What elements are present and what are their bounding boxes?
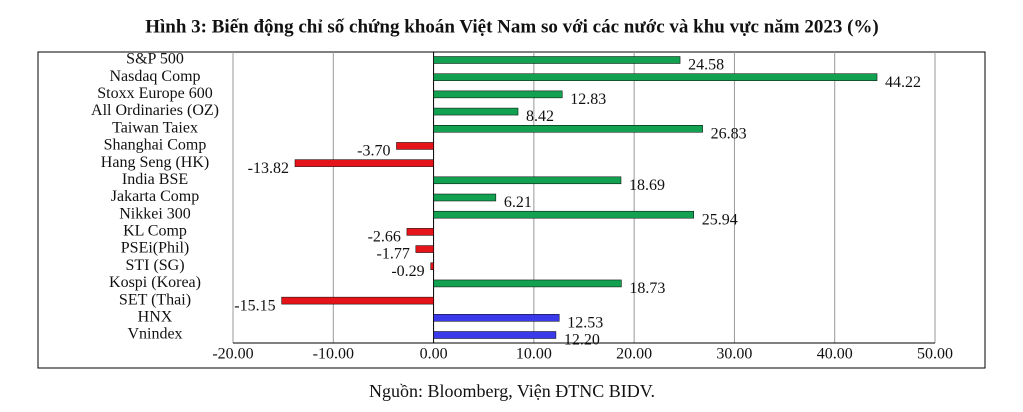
y-tick-label: Vnindex: [127, 326, 182, 343]
y-tick-label: Jakarta Comp: [111, 188, 199, 205]
value-label: 12.20: [564, 332, 600, 349]
value-label: 24.58: [688, 57, 724, 74]
y-tick-label: Nasdaq Comp: [109, 68, 200, 85]
bar: [396, 142, 434, 150]
chart-title: Hình 3: Biến động chỉ số chứng khoán Việ…: [145, 16, 879, 37]
source-note: Nguồn: Bloomberg, Viện ĐTNC BIDV.: [369, 381, 655, 401]
x-tick-label: 30.00: [716, 346, 752, 363]
y-tick-label: India BSE: [122, 171, 188, 188]
y-tick-label: PSEi(Phil): [121, 240, 189, 257]
bar: [433, 56, 681, 64]
x-tick-label: 40.00: [817, 346, 853, 363]
value-label: 8.42: [526, 108, 554, 125]
bar: [415, 245, 434, 253]
bar: [433, 90, 563, 99]
value-label: 12.83: [570, 91, 606, 108]
bar: [433, 331, 557, 339]
value-label: 26.83: [711, 125, 747, 142]
y-tick-label: S&P 500: [126, 51, 184, 68]
bar: [406, 228, 434, 236]
value-label: -15.15: [234, 297, 275, 314]
x-tick-label: -10.00: [313, 346, 354, 363]
y-tick-label: Shanghai Comp: [104, 137, 207, 154]
bar: [433, 193, 497, 202]
y-tick-label: Taiwan Taiex: [112, 119, 198, 136]
bar: [433, 125, 703, 133]
x-tick-label: -20.00: [212, 346, 253, 363]
value-label: 18.73: [629, 280, 665, 297]
y-tick-label: All Ordinaries (OZ): [91, 102, 219, 119]
bar: [430, 262, 434, 270]
value-label: 12.53: [567, 314, 603, 331]
value-label: -0.29: [391, 263, 424, 280]
bar: [433, 210, 694, 219]
bar: [433, 73, 878, 81]
bar: [433, 107, 519, 116]
bar: [281, 296, 434, 305]
value-label: -13.82: [248, 160, 289, 177]
bar: [433, 314, 560, 322]
y-tick-label: Hang Seng (HK): [101, 154, 209, 171]
chart-frame: [37, 51, 986, 369]
y-tick-label: Nikkei 300: [119, 205, 191, 222]
y-tick-label: HNX: [138, 308, 173, 325]
value-label: 18.69: [629, 177, 665, 194]
y-tick-label: SET (Thai): [119, 291, 191, 308]
x-tick-label: 20.00: [616, 346, 652, 363]
value-label: 6.21: [504, 194, 532, 211]
bar: [433, 279, 622, 288]
x-tick-label: 10.00: [516, 346, 552, 363]
y-tick-label: STI (SG): [125, 257, 184, 274]
x-tick-label: 0.00: [420, 346, 448, 363]
value-label: -3.70: [357, 143, 390, 160]
value-label: 44.22: [885, 74, 921, 91]
value-label: -1.77: [376, 246, 409, 263]
y-tick-label: Stoxx Europe 600: [97, 85, 213, 102]
y-tick-label: Kospi (Korea): [109, 274, 201, 291]
value-label: 25.94: [702, 211, 738, 228]
bar: [433, 176, 622, 185]
y-tick-label: KL Comp: [123, 223, 187, 240]
x-tick-label: 50.00: [917, 346, 953, 363]
value-label: -2.66: [368, 229, 401, 246]
bar: [294, 159, 434, 167]
